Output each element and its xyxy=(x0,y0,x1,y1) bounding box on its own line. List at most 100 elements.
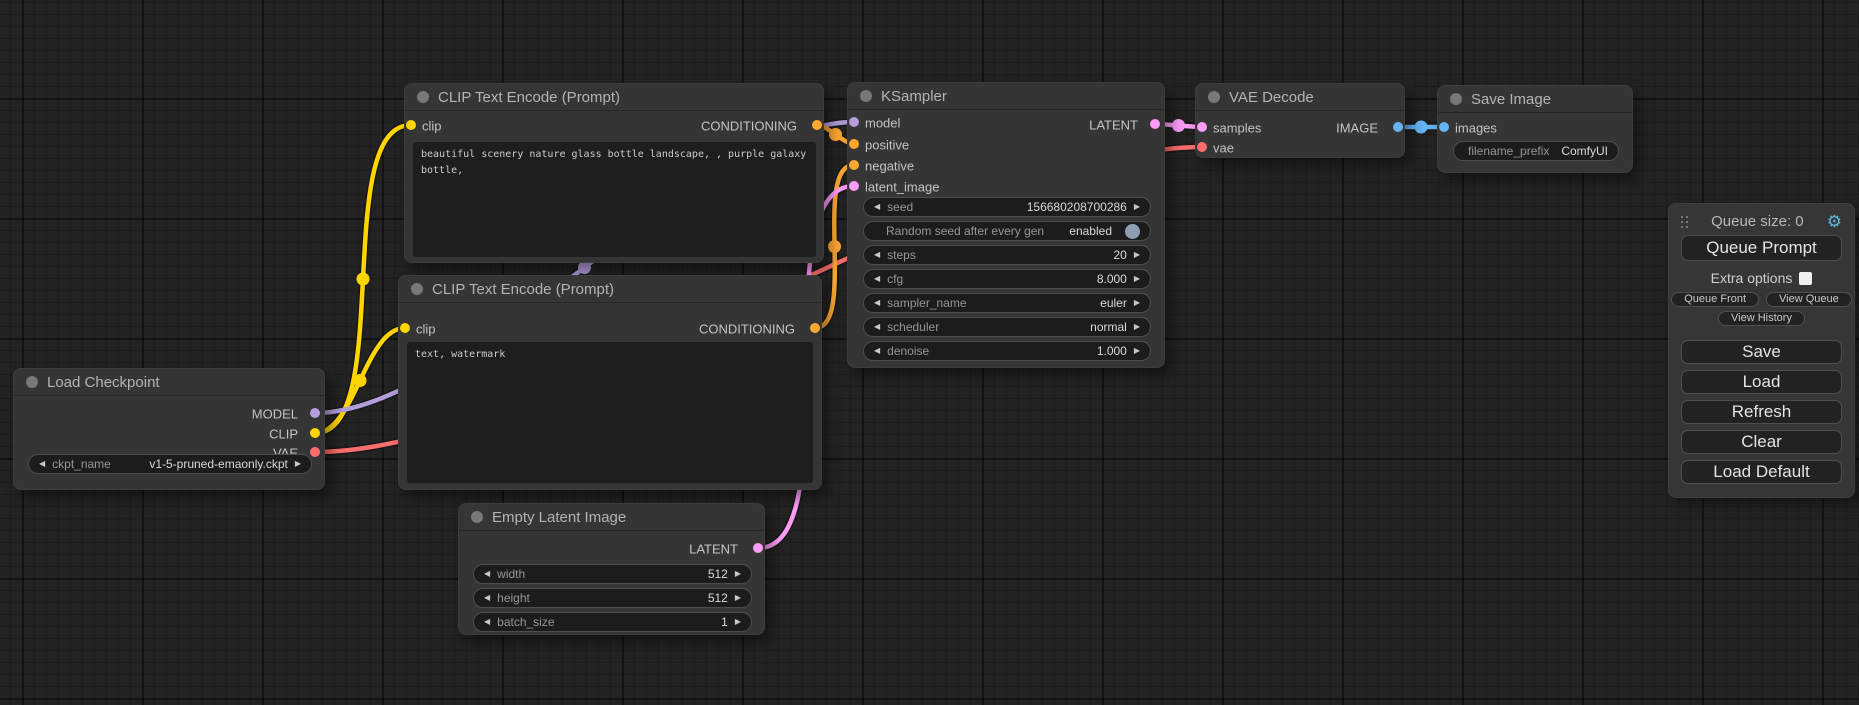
left-arrow-icon[interactable]: ◀ xyxy=(874,202,881,211)
node-status-dot xyxy=(26,376,38,388)
cfg-widget[interactable]: ◀ cfg 8.000 ▶ xyxy=(863,269,1151,289)
filename-prefix-widget[interactable]: filename_prefix ComfyUI xyxy=(1453,141,1619,161)
widget-label: ckpt_name xyxy=(52,457,111,471)
view-history-button[interactable]: View History xyxy=(1718,311,1805,326)
node-vae-decode[interactable]: VAE Decode samples vae IMAGE xyxy=(1195,83,1405,158)
output-slot-model: MODEL xyxy=(251,406,298,422)
input-slot-clip: clip xyxy=(422,118,442,134)
widget-label: steps xyxy=(887,248,916,262)
node-load-checkpoint[interactable]: Load Checkpoint MODEL CLIP VAE ◀ ckpt_na… xyxy=(13,368,325,490)
left-arrow-icon[interactable]: ◀ xyxy=(874,322,881,331)
widget-value: normal xyxy=(1090,320,1127,334)
clear-button[interactable]: Clear xyxy=(1681,430,1842,454)
width-widget[interactable]: ◀ width 512 ▶ xyxy=(473,564,752,584)
node-title-bar[interactable]: KSampler xyxy=(848,83,1164,110)
input-slot-model: model xyxy=(865,115,901,131)
right-arrow-icon[interactable]: ▶ xyxy=(1133,274,1140,283)
load-default-button[interactable]: Load Default xyxy=(1681,460,1842,484)
right-arrow-icon[interactable]: ▶ xyxy=(1133,202,1140,211)
denoise-widget[interactable]: ◀ denoise 1.000 ▶ xyxy=(863,341,1151,361)
right-arrow-icon[interactable]: ▶ xyxy=(734,617,741,626)
extra-options-checkbox[interactable] xyxy=(1799,271,1813,285)
node-title-bar[interactable]: Save Image xyxy=(1438,86,1632,113)
node-ksampler[interactable]: KSampler model positive negative latent_… xyxy=(847,82,1165,368)
queue-prompt-button[interactable]: Queue Prompt xyxy=(1681,235,1842,261)
right-arrow-icon[interactable]: ▶ xyxy=(1133,346,1140,355)
widget-value: ComfyUI xyxy=(1561,144,1608,158)
steps-widget[interactable]: ◀ steps 20 ▶ xyxy=(863,245,1151,265)
input-slot-latent-image: latent_image xyxy=(865,179,940,195)
node-title-bar[interactable]: CLIP Text Encode (Prompt) xyxy=(405,84,823,111)
left-arrow-icon[interactable]: ◀ xyxy=(484,593,491,602)
widget-value: 512 xyxy=(707,567,728,581)
load-button[interactable]: Load xyxy=(1681,370,1842,394)
widget-label: Random seed after every gen xyxy=(886,224,1045,238)
widget-value: 20 xyxy=(1113,248,1127,262)
left-arrow-icon[interactable]: ◀ xyxy=(874,250,881,259)
node-status-dot xyxy=(471,511,483,523)
widget-value: 156680208700286 xyxy=(1026,200,1127,214)
node-clip-text-encode-negative[interactable]: CLIP Text Encode (Prompt) clip CONDITION… xyxy=(398,275,822,490)
node-title-bar[interactable]: CLIP Text Encode (Prompt) xyxy=(399,276,821,303)
widget-label: cfg xyxy=(887,272,904,286)
batch-size-widget[interactable]: ◀ batch_size 1 ▶ xyxy=(473,612,752,632)
right-arrow-icon[interactable]: ▶ xyxy=(294,459,301,468)
queue-panel: Queue size: 0 ⚙ Queue Prompt Extra optio… xyxy=(1668,203,1855,498)
node-save-image[interactable]: Save Image images filename_prefix ComfyU… xyxy=(1437,85,1633,173)
sampler-name-widget[interactable]: ◀ sampler_name euler ▶ xyxy=(863,293,1151,313)
left-arrow-icon[interactable]: ◀ xyxy=(484,569,491,578)
drag-handle-icon[interactable] xyxy=(1681,215,1688,228)
output-slot-clip: CLIP xyxy=(269,426,298,442)
widget-label: seed xyxy=(887,200,914,214)
queue-front-button[interactable]: Queue Front xyxy=(1671,292,1760,307)
seed-widget[interactable]: ◀ seed 156680208700286 ▶ xyxy=(863,197,1151,217)
extra-options-label: Extra options xyxy=(1710,270,1793,286)
left-arrow-icon[interactable]: ◀ xyxy=(484,617,491,626)
left-arrow-icon[interactable]: ◀ xyxy=(874,274,881,283)
widget-label: denoise xyxy=(887,344,930,358)
save-button[interactable]: Save xyxy=(1681,340,1842,364)
random-seed-toggle-widget[interactable]: Random seed after every gen enabled xyxy=(863,221,1151,241)
node-title: VAE Decode xyxy=(1229,88,1314,106)
gear-icon[interactable]: ⚙ xyxy=(1826,212,1842,231)
right-arrow-icon[interactable]: ▶ xyxy=(1133,250,1140,259)
widget-value: 8.000 xyxy=(1096,272,1127,286)
node-status-dot xyxy=(1208,91,1220,103)
widget-value: 512 xyxy=(707,591,728,605)
right-arrow-icon[interactable]: ▶ xyxy=(1133,298,1140,307)
node-title-bar[interactable]: VAE Decode xyxy=(1196,84,1404,111)
input-slot-negative: negative xyxy=(865,158,915,174)
ckpt-name-widget[interactable]: ◀ ckpt_name v1-5-pruned-emaonly.ckpt ▶ xyxy=(28,454,312,474)
input-slot-images: images xyxy=(1455,120,1497,136)
widget-label: scheduler xyxy=(887,320,940,334)
scheduler-widget[interactable]: ◀ scheduler normal ▶ xyxy=(863,317,1151,337)
widget-label: width xyxy=(497,567,526,581)
widget-value: 1 xyxy=(721,615,728,629)
right-arrow-icon[interactable]: ▶ xyxy=(734,593,741,602)
left-arrow-icon[interactable]: ◀ xyxy=(874,298,881,307)
negative-prompt-textarea[interactable]: text, watermark xyxy=(407,342,813,483)
widget-label: sampler_name xyxy=(887,296,967,310)
right-arrow-icon[interactable]: ▶ xyxy=(1133,322,1140,331)
widget-value: v1-5-pruned-emaonly.ckpt xyxy=(149,457,288,471)
refresh-button[interactable]: Refresh xyxy=(1681,400,1842,424)
queue-size-label: Queue size: 0 xyxy=(1711,213,1804,230)
input-slot-clip: clip xyxy=(416,321,436,337)
left-arrow-icon[interactable]: ◀ xyxy=(39,459,46,468)
node-clip-text-encode-positive[interactable]: CLIP Text Encode (Prompt) clip CONDITION… xyxy=(404,83,824,263)
output-slot-conditioning: CONDITIONING xyxy=(698,321,795,337)
widget-value: 1.000 xyxy=(1096,344,1127,358)
view-queue-button[interactable]: View Queue xyxy=(1766,292,1852,307)
height-widget[interactable]: ◀ height 512 ▶ xyxy=(473,588,752,608)
toggle-knob[interactable] xyxy=(1125,223,1140,239)
node-empty-latent-image[interactable]: Empty Latent Image LATENT ◀ width 512 ▶ … xyxy=(458,503,765,635)
node-title: Load Checkpoint xyxy=(47,373,160,391)
node-title: KSampler xyxy=(881,87,947,105)
node-title-bar[interactable]: Load Checkpoint xyxy=(14,369,324,396)
node-title-bar[interactable]: Empty Latent Image xyxy=(459,504,764,531)
node-status-dot xyxy=(860,90,872,102)
node-status-dot xyxy=(1450,93,1462,105)
right-arrow-icon[interactable]: ▶ xyxy=(734,569,741,578)
left-arrow-icon[interactable]: ◀ xyxy=(874,346,881,355)
positive-prompt-textarea[interactable]: beautiful scenery nature glass bottle la… xyxy=(413,142,816,257)
